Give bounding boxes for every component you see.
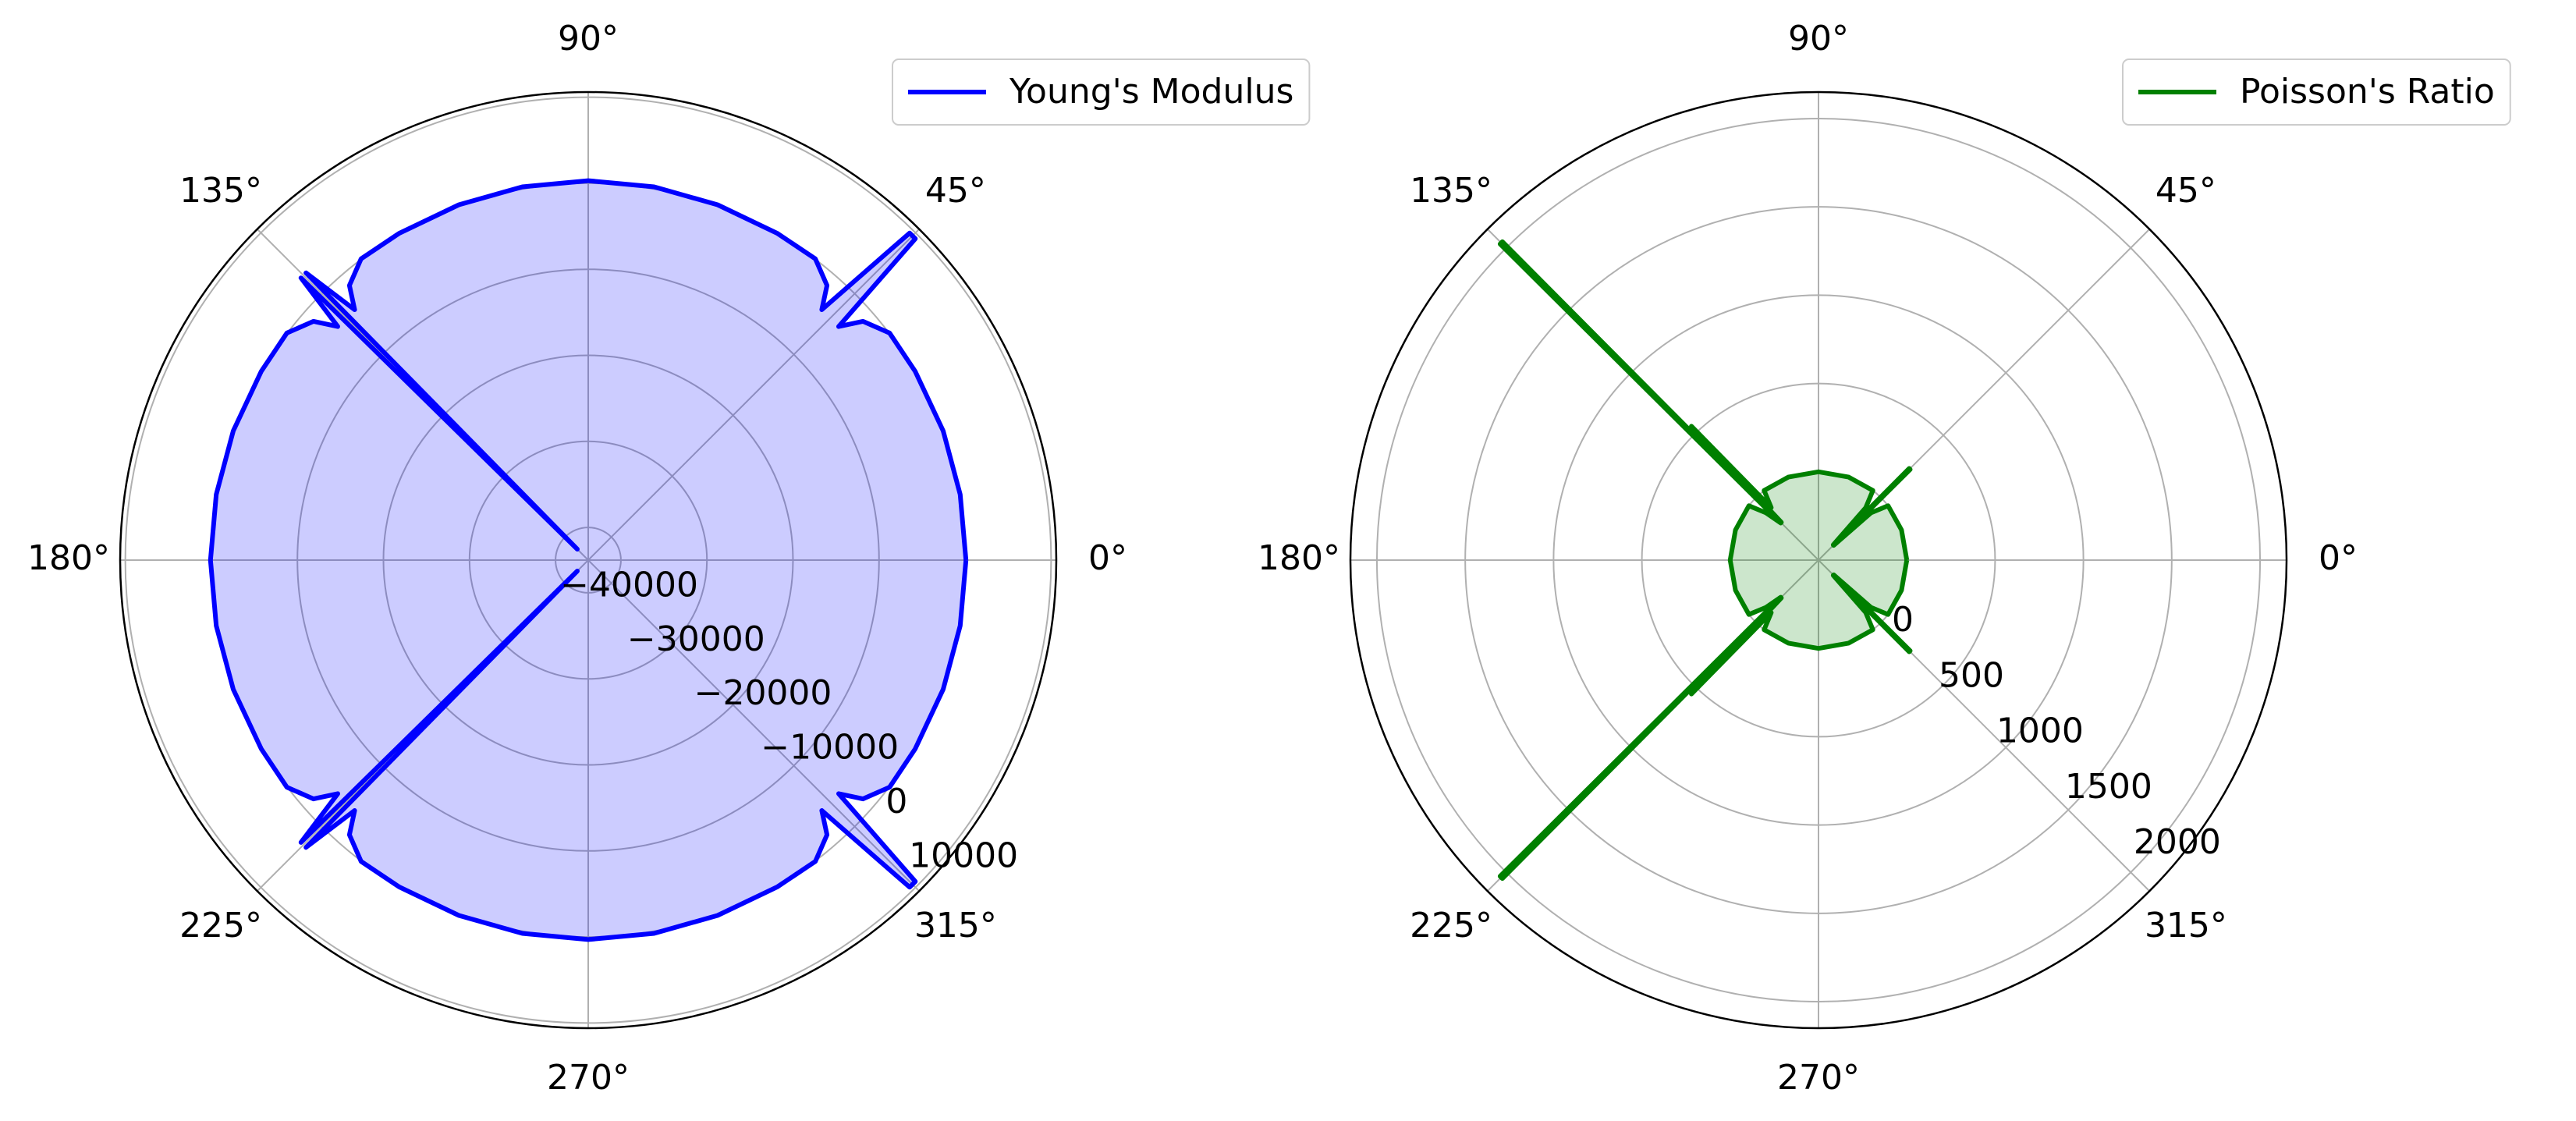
theta-tick-label: 0° bbox=[2319, 538, 2358, 578]
r-tick-label: −10000 bbox=[761, 728, 899, 768]
r-tick-label: 500 bbox=[1939, 655, 2004, 695]
grid-spoke bbox=[587, 559, 920, 892]
r-tick-label: 0 bbox=[1892, 600, 1914, 640]
r-tick-label: −30000 bbox=[627, 619, 765, 659]
area-fill bbox=[210, 180, 967, 940]
legend: Poisson's Ratio bbox=[2122, 59, 2511, 126]
theta-tick-label: 270° bbox=[547, 1058, 630, 1098]
r-tick-label: 1000 bbox=[1996, 711, 2084, 751]
legend-label: Young's Modulus bbox=[1009, 72, 1293, 112]
theta-tick-label: 225° bbox=[1410, 906, 1492, 945]
series-line bbox=[1497, 239, 1913, 882]
r-tick-label: 2000 bbox=[2134, 822, 2221, 862]
polar-frame bbox=[1349, 90, 2288, 1030]
theta-tick-label: 135° bbox=[1410, 171, 1492, 211]
theta-tick-label: 45° bbox=[925, 171, 986, 211]
theta-tick-label: 315° bbox=[914, 906, 997, 945]
theta-tick-label: 225° bbox=[179, 906, 262, 945]
theta-tick-label: 0° bbox=[1088, 538, 1127, 578]
r-tick-label: −40000 bbox=[560, 565, 698, 605]
theta-tick-label: 90° bbox=[558, 19, 619, 59]
theta-tick-label: 135° bbox=[179, 171, 262, 211]
r-tick-label: 1500 bbox=[2065, 767, 2152, 807]
series-line bbox=[208, 178, 969, 942]
theta-tick-label: 45° bbox=[2156, 171, 2216, 211]
theta-tick-label: 180° bbox=[27, 538, 110, 578]
theta-tick-label: 90° bbox=[1788, 19, 1849, 59]
r-tick-label: 10000 bbox=[909, 835, 1018, 875]
polar-frame bbox=[119, 90, 1058, 1030]
theta-tick-label: 180° bbox=[1258, 538, 1340, 578]
area-fill bbox=[1499, 241, 1911, 879]
legend-box bbox=[2122, 59, 2511, 126]
legend-box bbox=[892, 59, 1311, 126]
r-tick-label: −20000 bbox=[694, 673, 832, 713]
legend-label: Poisson's Ratio bbox=[2240, 72, 2495, 112]
theta-tick-label: 315° bbox=[2145, 906, 2227, 945]
r-tick-label: 0 bbox=[885, 782, 907, 821]
theta-tick-label: 270° bbox=[1777, 1058, 1860, 1098]
grid-spoke bbox=[587, 229, 920, 561]
legend: Young's Modulus bbox=[892, 59, 1311, 126]
